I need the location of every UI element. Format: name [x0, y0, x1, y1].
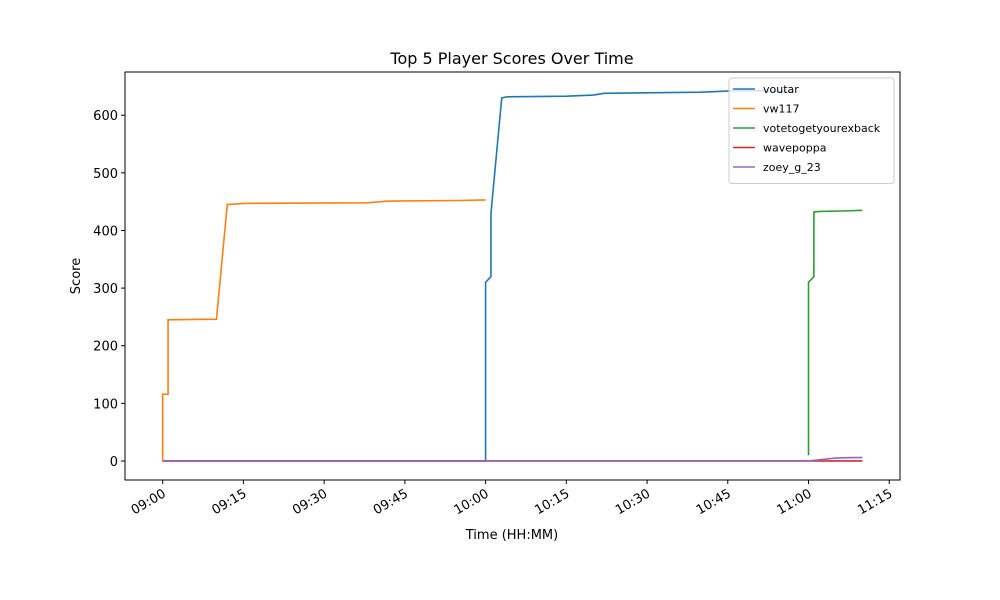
- y-tick-label: 0: [110, 455, 118, 470]
- x-axis-label: Time (HH:MM): [465, 528, 558, 543]
- y-axis-label: Score: [69, 258, 84, 294]
- y-tick-label: 600: [93, 109, 118, 124]
- legend-box: [728, 77, 895, 184]
- series-line: [162, 89, 793, 462]
- series-line: [162, 456, 863, 462]
- y-tick-label: 500: [93, 167, 118, 182]
- y-tick-label: 100: [93, 397, 118, 412]
- legend-label: wavepoppa: [763, 142, 826, 155]
- legend-label: voutar: [763, 83, 799, 96]
- series-line: [807, 209, 863, 456]
- plot-frame: [124, 71, 901, 481]
- series-line: [161, 199, 486, 461]
- legend-label: zoey_g_23: [763, 161, 821, 174]
- chart-title: Top 5 Player Scores Over Time: [389, 49, 633, 68]
- y-tick-label: 300: [93, 282, 118, 297]
- y-tick-label: 200: [93, 340, 118, 355]
- y-tick-label: 400: [93, 224, 118, 239]
- legend-label: vw117: [763, 103, 800, 116]
- legend-label: votetogetyourexback: [763, 122, 881, 135]
